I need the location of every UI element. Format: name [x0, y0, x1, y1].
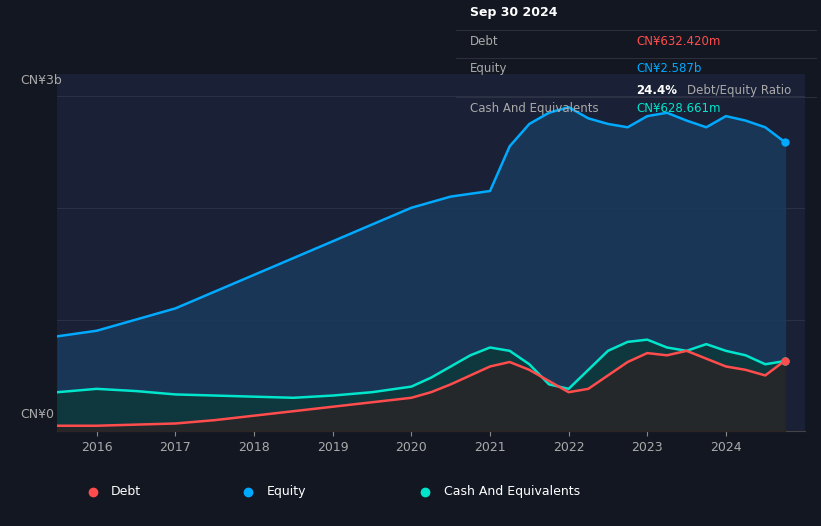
Text: Cash And Equivalents: Cash And Equivalents — [470, 102, 599, 115]
Text: Equity: Equity — [470, 63, 507, 76]
Text: CN¥0: CN¥0 — [21, 408, 54, 421]
Text: Sep 30 2024: Sep 30 2024 — [470, 6, 557, 19]
Text: CN¥632.420m: CN¥632.420m — [636, 35, 721, 48]
Text: Debt: Debt — [112, 485, 141, 498]
Text: Debt: Debt — [470, 35, 498, 48]
Text: Equity: Equity — [267, 485, 306, 498]
Text: CN¥2.587b: CN¥2.587b — [636, 63, 702, 76]
Text: 24.4%: 24.4% — [636, 85, 677, 97]
Text: CN¥628.661m: CN¥628.661m — [636, 102, 721, 115]
Text: Debt/Equity Ratio: Debt/Equity Ratio — [687, 85, 791, 97]
Text: CN¥3b: CN¥3b — [21, 74, 62, 87]
Text: Cash And Equivalents: Cash And Equivalents — [444, 485, 580, 498]
